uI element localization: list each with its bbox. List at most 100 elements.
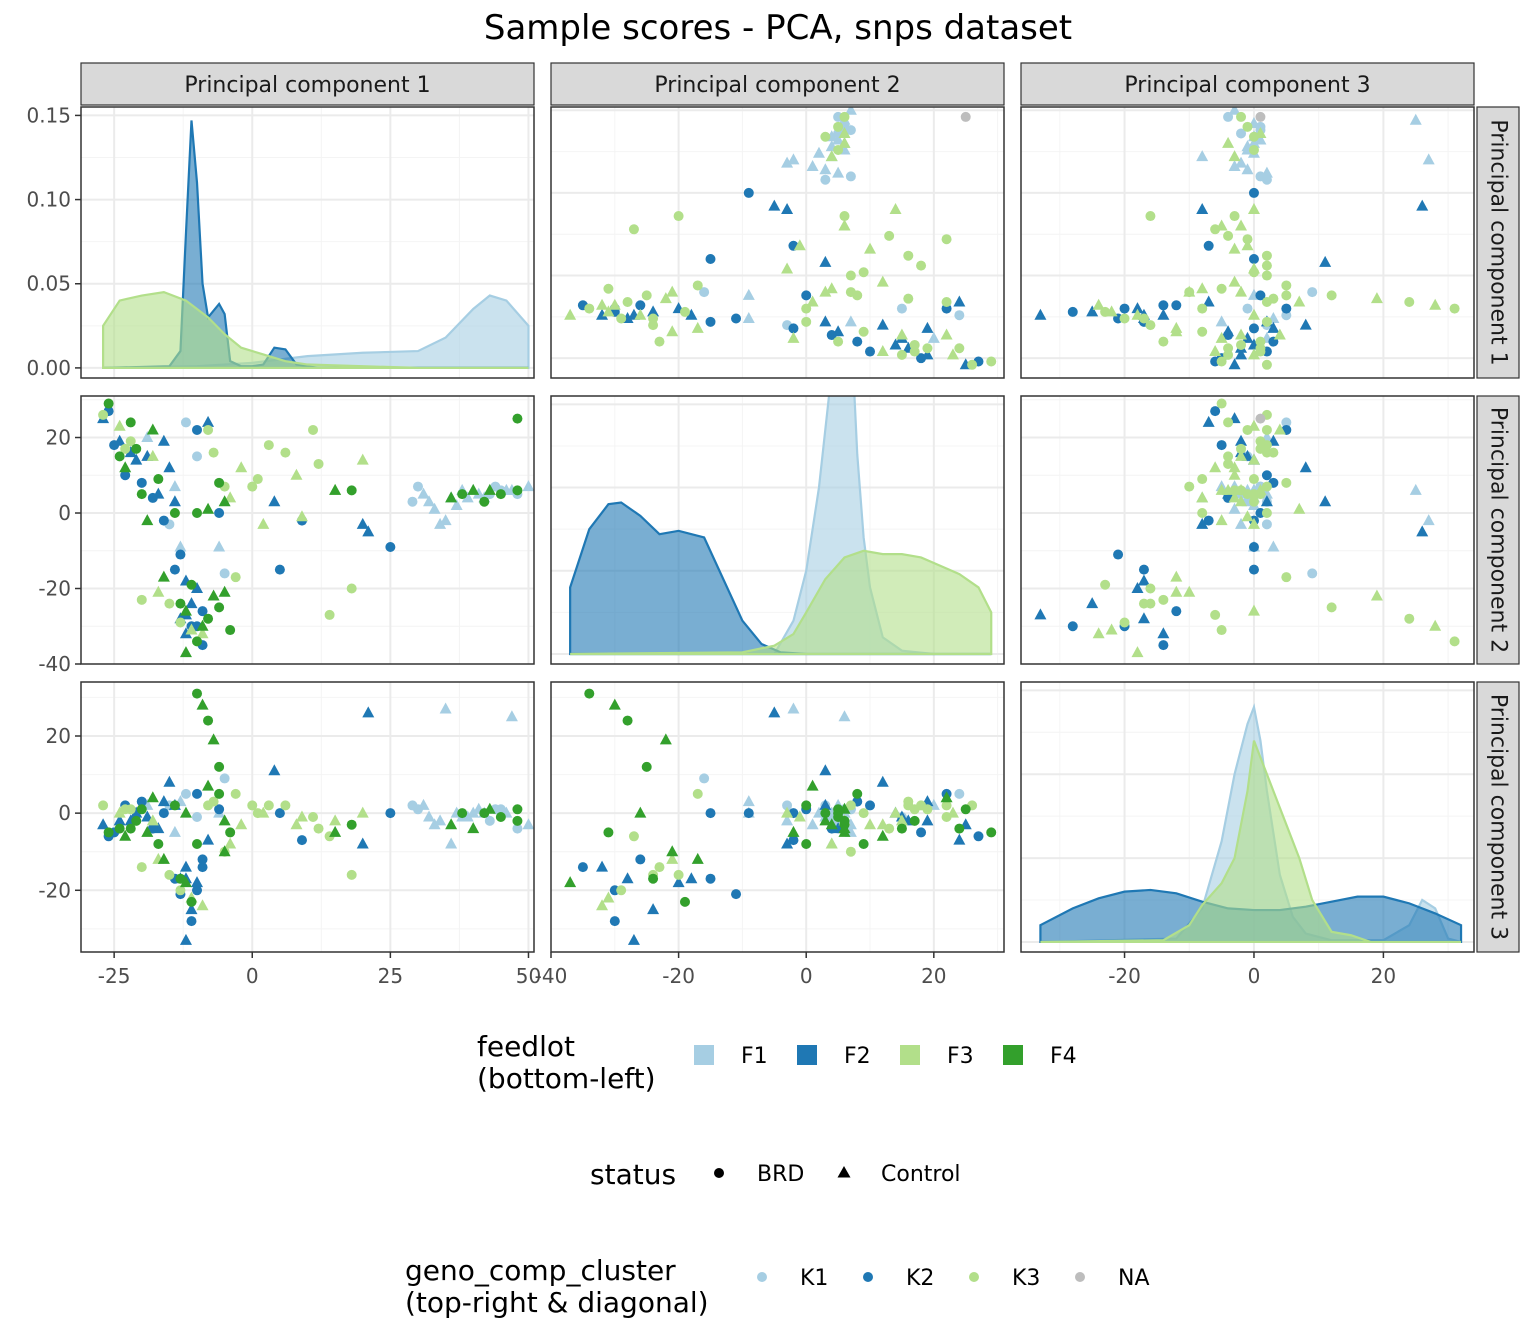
point-K3 xyxy=(954,343,965,354)
point-K2 xyxy=(1171,300,1182,311)
point-F2 xyxy=(627,933,640,945)
point-K1 xyxy=(845,171,856,182)
panel-3-3 xyxy=(1020,681,1475,953)
point-K2 xyxy=(647,305,660,317)
point-K3 xyxy=(1092,627,1105,639)
point-K3 xyxy=(825,282,838,294)
point-K3 xyxy=(1216,356,1227,367)
density-curve-K3 xyxy=(1040,740,1462,944)
point-F3 xyxy=(196,899,209,911)
point-K2 xyxy=(1196,517,1209,529)
point-F4 xyxy=(186,579,197,590)
point-K2 xyxy=(1131,302,1144,314)
point-K3 xyxy=(1100,579,1111,590)
panel-border xyxy=(80,681,535,953)
panel-grid: Principal component 1 Principal component… xyxy=(26,62,1520,988)
point-F1 xyxy=(141,431,154,443)
point-F1 xyxy=(423,495,436,507)
point-K3 xyxy=(1131,308,1144,320)
point-F4 xyxy=(131,815,142,826)
x-tick-label: 20 xyxy=(1371,964,1396,988)
point-K3 xyxy=(1228,461,1241,473)
point-F3 xyxy=(941,812,952,822)
point-F1 xyxy=(467,806,480,818)
point-K3 xyxy=(616,313,627,324)
point-F3 xyxy=(230,788,241,799)
point-F4 xyxy=(136,804,147,815)
point-K3 xyxy=(941,296,952,307)
point-F3 xyxy=(136,862,147,873)
point-K3 xyxy=(1228,275,1241,287)
point-K3 xyxy=(1196,282,1209,294)
point-K3 xyxy=(1248,131,1259,142)
point-F2 xyxy=(179,933,192,945)
point-K3 xyxy=(1145,211,1156,222)
panel-2-3 xyxy=(1020,395,1475,665)
point-K3 xyxy=(858,267,869,278)
point-K2 xyxy=(1228,358,1241,370)
x-tick-label: -25 xyxy=(98,964,131,988)
point-K3 xyxy=(1228,491,1241,503)
point-F4 xyxy=(825,818,838,830)
point-K3 xyxy=(1216,625,1227,636)
panel-content xyxy=(81,396,534,664)
point-F2 xyxy=(685,872,698,884)
point-K3 xyxy=(1236,485,1247,496)
point-F3 xyxy=(263,800,274,811)
point-F3 xyxy=(673,869,684,880)
point-K3 xyxy=(1261,250,1272,261)
point-F4 xyxy=(179,806,192,818)
point-F3 xyxy=(263,440,274,451)
point-K3 xyxy=(946,348,959,360)
point-K2 xyxy=(1299,318,1312,330)
point-K3 xyxy=(1326,290,1337,301)
point-F4 xyxy=(141,514,154,526)
point-K3 xyxy=(1247,308,1260,320)
point-F4 xyxy=(512,804,523,815)
point-K3 xyxy=(787,331,800,343)
point-F2 xyxy=(577,862,588,873)
point-F4 xyxy=(214,788,225,799)
point-K3 xyxy=(1119,617,1130,628)
point-K3 xyxy=(1449,303,1460,314)
point-F4 xyxy=(512,485,523,496)
point-F4 xyxy=(119,461,132,473)
point-K3 xyxy=(584,303,595,314)
point-F3 xyxy=(235,461,248,473)
point-F3 xyxy=(329,814,342,826)
point-F2 xyxy=(185,903,198,915)
point-F1 xyxy=(505,710,518,722)
point-K2 xyxy=(1248,323,1259,334)
point-F2 xyxy=(916,827,927,838)
point-F4 xyxy=(622,715,633,726)
point-K1 xyxy=(896,303,907,314)
point-F4 xyxy=(103,827,114,838)
point-F2 xyxy=(385,808,396,819)
point-K3 xyxy=(1197,474,1208,485)
point-F2 xyxy=(274,808,285,819)
point-F2 xyxy=(141,810,154,822)
point-F4 xyxy=(679,896,690,907)
point-F3 xyxy=(654,862,665,873)
point-K3 xyxy=(909,339,920,350)
y-tick-label: 0.15 xyxy=(26,103,71,127)
point-F1 xyxy=(192,451,203,462)
point-K2 xyxy=(826,330,837,341)
point-F4 xyxy=(346,819,357,830)
point-F2 xyxy=(147,823,158,834)
point-F3 xyxy=(185,623,198,635)
point-F4 xyxy=(666,845,679,857)
point-K3 xyxy=(1138,598,1149,609)
y-tick-label: -20 xyxy=(38,878,71,902)
status-legend-title: status xyxy=(590,1158,676,1191)
point-F1 xyxy=(434,517,447,529)
point-F1 xyxy=(439,702,452,714)
point-F3 xyxy=(120,804,131,815)
point-K3 xyxy=(833,121,844,132)
point-K2 xyxy=(1210,406,1221,417)
point-F3 xyxy=(98,409,109,420)
point-K3 xyxy=(1170,585,1183,597)
point-K3 xyxy=(838,219,851,231)
point-F2 xyxy=(635,854,646,865)
